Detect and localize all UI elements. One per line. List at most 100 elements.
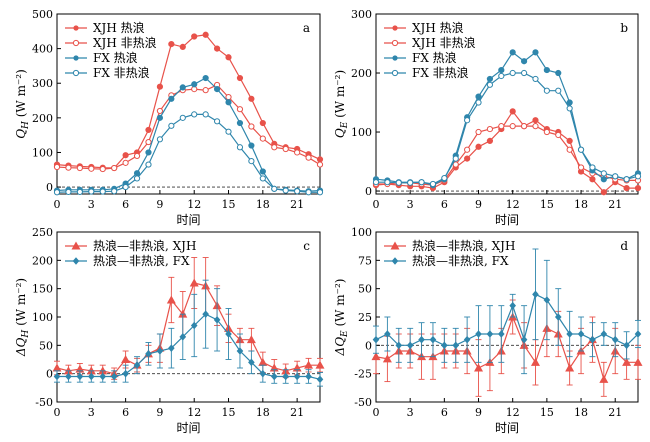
legend-marker xyxy=(391,69,399,77)
series-1 xyxy=(53,279,324,387)
x-tick-label: 15 xyxy=(222,198,236,211)
data-point xyxy=(133,152,141,160)
data-point xyxy=(372,335,380,344)
series-line xyxy=(56,77,321,192)
data-point xyxy=(475,99,482,106)
panel-a: 0 100 200 300 400 500 0 3 6 9 12 15 18 21 时间 QH (W m⁻²)… xyxy=(14,8,324,227)
data-point xyxy=(520,58,528,65)
data-point xyxy=(530,357,540,366)
data-point xyxy=(316,375,324,384)
data-point xyxy=(225,330,232,338)
x-tick-label: 3 xyxy=(88,406,95,419)
data-point xyxy=(509,49,516,56)
data-point xyxy=(429,335,437,344)
legend-item: FX 热浪 xyxy=(384,50,457,65)
data-point xyxy=(122,159,129,166)
data-point xyxy=(259,135,266,142)
y-tick-label: 0 xyxy=(365,339,372,352)
x-tick-label: 9 xyxy=(475,198,482,211)
panel-label: b xyxy=(620,21,628,35)
data-point xyxy=(213,86,221,93)
data-point xyxy=(53,189,61,196)
data-point xyxy=(122,369,129,378)
series-3 xyxy=(53,111,324,196)
data-point xyxy=(145,161,152,168)
series-2 xyxy=(53,74,324,195)
data-point xyxy=(122,183,129,191)
data-point xyxy=(179,333,187,341)
y-tick-label: 50 xyxy=(358,283,372,296)
data-point xyxy=(179,43,186,50)
data-point xyxy=(452,155,459,162)
data-point xyxy=(475,330,482,338)
legend-label: 热浪—非热浪, XJH xyxy=(412,238,515,253)
y-tick-label: 300 xyxy=(32,77,53,90)
data-point xyxy=(259,119,266,127)
y-tick-label: -50 xyxy=(35,396,53,409)
legend-item: 热浪—非热浪, FX xyxy=(384,253,509,268)
x-tick-label: 0 xyxy=(54,198,61,211)
data-point xyxy=(600,189,607,196)
x-tick-label: 3 xyxy=(407,198,414,211)
series-line xyxy=(375,315,638,382)
data-point xyxy=(168,122,175,129)
data-point xyxy=(372,179,380,186)
data-point xyxy=(248,158,255,165)
x-tick-label: 9 xyxy=(475,406,482,419)
data-point xyxy=(532,75,539,83)
data-point xyxy=(464,117,471,124)
data-point xyxy=(509,301,516,310)
legend-item: 热浪—非热浪, XJH xyxy=(65,238,196,253)
data-point xyxy=(121,355,131,363)
x-tick-label: 12 xyxy=(506,198,520,211)
data-point xyxy=(623,176,630,183)
legend-item: FX 热浪 xyxy=(65,50,138,65)
data-point xyxy=(282,145,289,153)
data-point xyxy=(282,372,289,381)
data-point xyxy=(88,372,95,381)
data-point xyxy=(76,372,84,381)
data-point xyxy=(395,179,402,186)
legend-marker xyxy=(390,241,400,250)
legend-marker xyxy=(73,25,79,31)
x-axis-label: 时间 xyxy=(495,213,519,227)
data-point xyxy=(99,188,106,195)
legend-item: XJH 非热浪 xyxy=(384,35,476,50)
data-point xyxy=(543,128,550,136)
data-point xyxy=(543,66,550,74)
data-point xyxy=(486,137,494,144)
data-point xyxy=(213,118,221,125)
data-point xyxy=(191,33,198,40)
legend-marker xyxy=(71,241,81,250)
data-point xyxy=(225,93,232,101)
y-tick-label: 500 xyxy=(32,8,53,21)
data-point xyxy=(225,54,232,61)
data-point xyxy=(293,372,301,381)
data-point xyxy=(52,363,62,372)
data-point xyxy=(599,374,609,383)
x-tick-label: 6 xyxy=(122,406,129,419)
data-point xyxy=(486,81,494,88)
data-point xyxy=(623,341,630,350)
data-point xyxy=(145,350,152,358)
legend-item: 热浪—非热浪, XJH xyxy=(384,238,515,253)
data-point xyxy=(168,41,175,48)
y-tick-label: 300 xyxy=(351,8,372,21)
data-point xyxy=(304,360,314,369)
data-point xyxy=(168,95,175,102)
data-point xyxy=(225,128,232,135)
legend-item: 热浪—非热浪, FX xyxy=(65,253,190,268)
data-point xyxy=(429,180,437,188)
data-point xyxy=(600,176,607,183)
legend-item: XJH 非热浪 xyxy=(65,35,157,50)
data-point xyxy=(145,138,152,146)
data-point xyxy=(566,99,573,106)
y-tick-label: -25 xyxy=(354,368,372,381)
data-point xyxy=(622,357,632,366)
panel-label: d xyxy=(620,239,628,253)
data-point xyxy=(406,341,414,350)
data-point xyxy=(99,165,106,173)
data-point xyxy=(395,341,403,350)
plot-frame xyxy=(375,13,639,195)
data-point xyxy=(532,117,539,124)
